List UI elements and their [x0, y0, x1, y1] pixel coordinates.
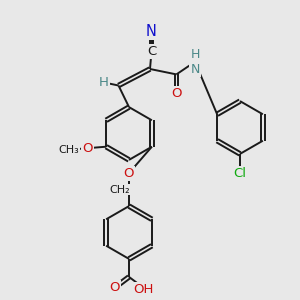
Text: O: O: [82, 142, 93, 155]
Text: C: C: [147, 45, 156, 58]
Text: Cl: Cl: [233, 167, 247, 180]
Text: CH₂: CH₂: [109, 184, 130, 195]
Text: O: O: [124, 167, 134, 180]
Text: OH: OH: [133, 283, 154, 296]
Text: N: N: [146, 24, 157, 39]
Text: H
N: H N: [190, 48, 200, 76]
Text: O: O: [109, 281, 120, 294]
Text: O: O: [171, 87, 182, 101]
Text: H: H: [99, 76, 109, 89]
Text: CH₃: CH₃: [58, 145, 79, 155]
